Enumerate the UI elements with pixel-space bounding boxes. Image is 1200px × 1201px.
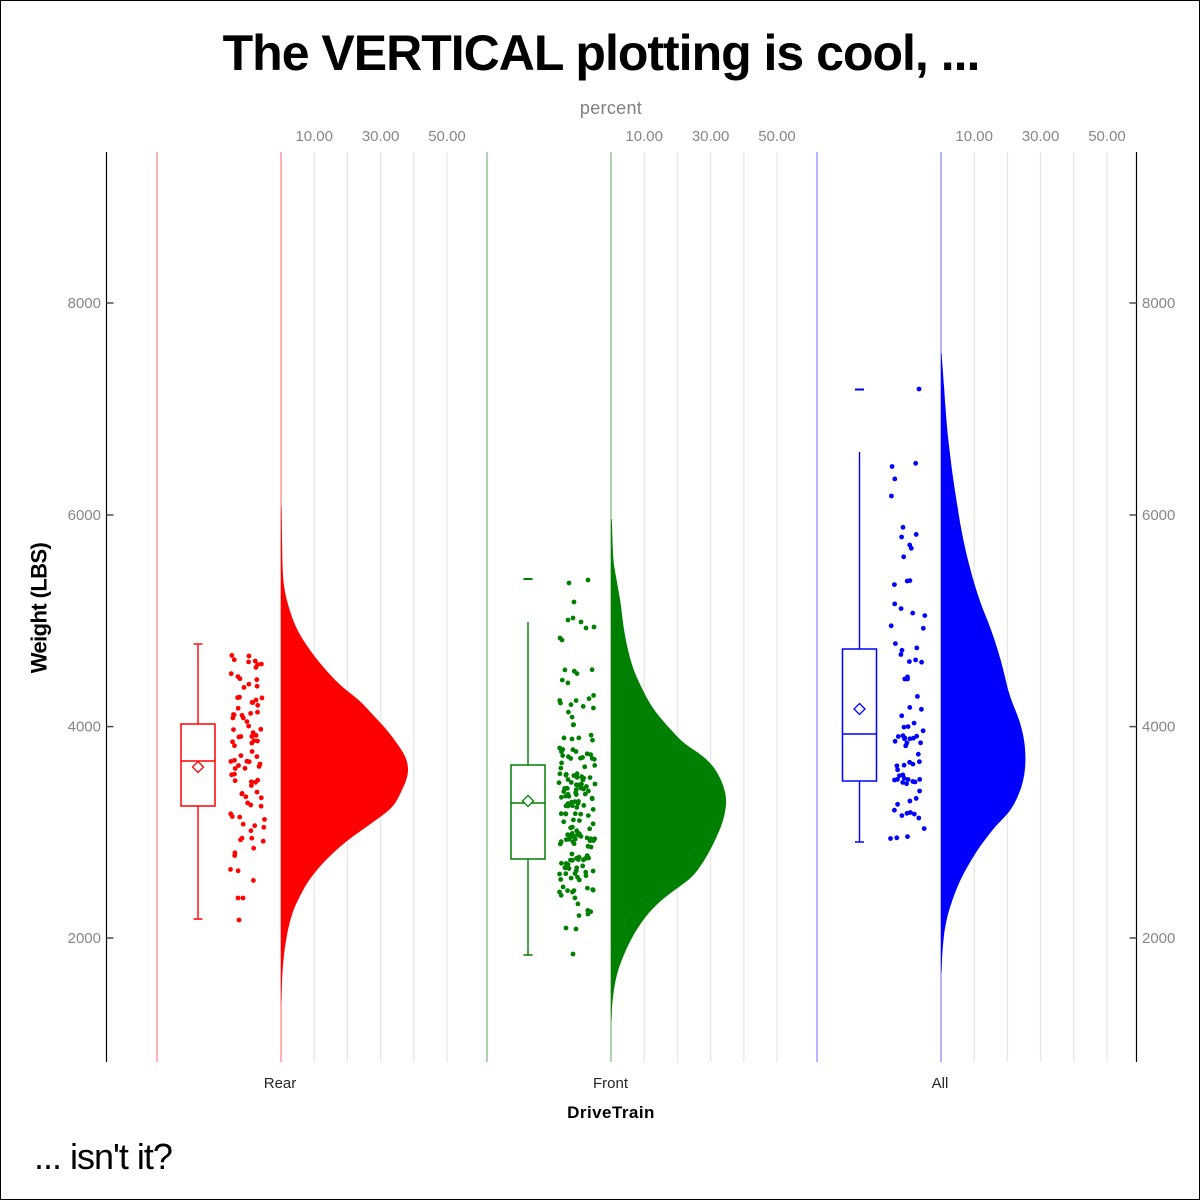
svg-text:50.00: 50.00 [1088,128,1126,145]
svg-text:6000: 6000 [1142,507,1175,524]
svg-text:4000: 4000 [1142,719,1175,736]
svg-text:50.00: 50.00 [428,128,466,145]
svg-text:2000: 2000 [68,930,101,947]
svg-text:2000: 2000 [1142,930,1175,947]
svg-text:30.00: 30.00 [362,128,400,145]
svg-text:DriveTrain: DriveTrain [567,1103,655,1122]
svg-text:... isn't it?: ... isn't it? [34,1136,172,1177]
svg-text:30.00: 30.00 [1022,128,1060,145]
svg-text:10.00: 10.00 [295,128,333,145]
svg-text:Front: Front [593,1075,629,1092]
svg-text:50.00: 50.00 [758,128,796,145]
svg-text:8000: 8000 [68,295,101,312]
svg-text:10.00: 10.00 [955,128,993,145]
svg-text:4000: 4000 [68,719,101,736]
svg-text:All: All [932,1075,949,1092]
svg-text:10.00: 10.00 [625,128,663,145]
svg-text:6000: 6000 [68,507,101,524]
svg-text:Weight (LBS): Weight (LBS) [27,542,52,673]
svg-text:percent: percent [580,98,642,118]
svg-text:8000: 8000 [1142,295,1175,312]
svg-text:30.00: 30.00 [692,128,730,145]
svg-text:Rear: Rear [264,1075,297,1092]
